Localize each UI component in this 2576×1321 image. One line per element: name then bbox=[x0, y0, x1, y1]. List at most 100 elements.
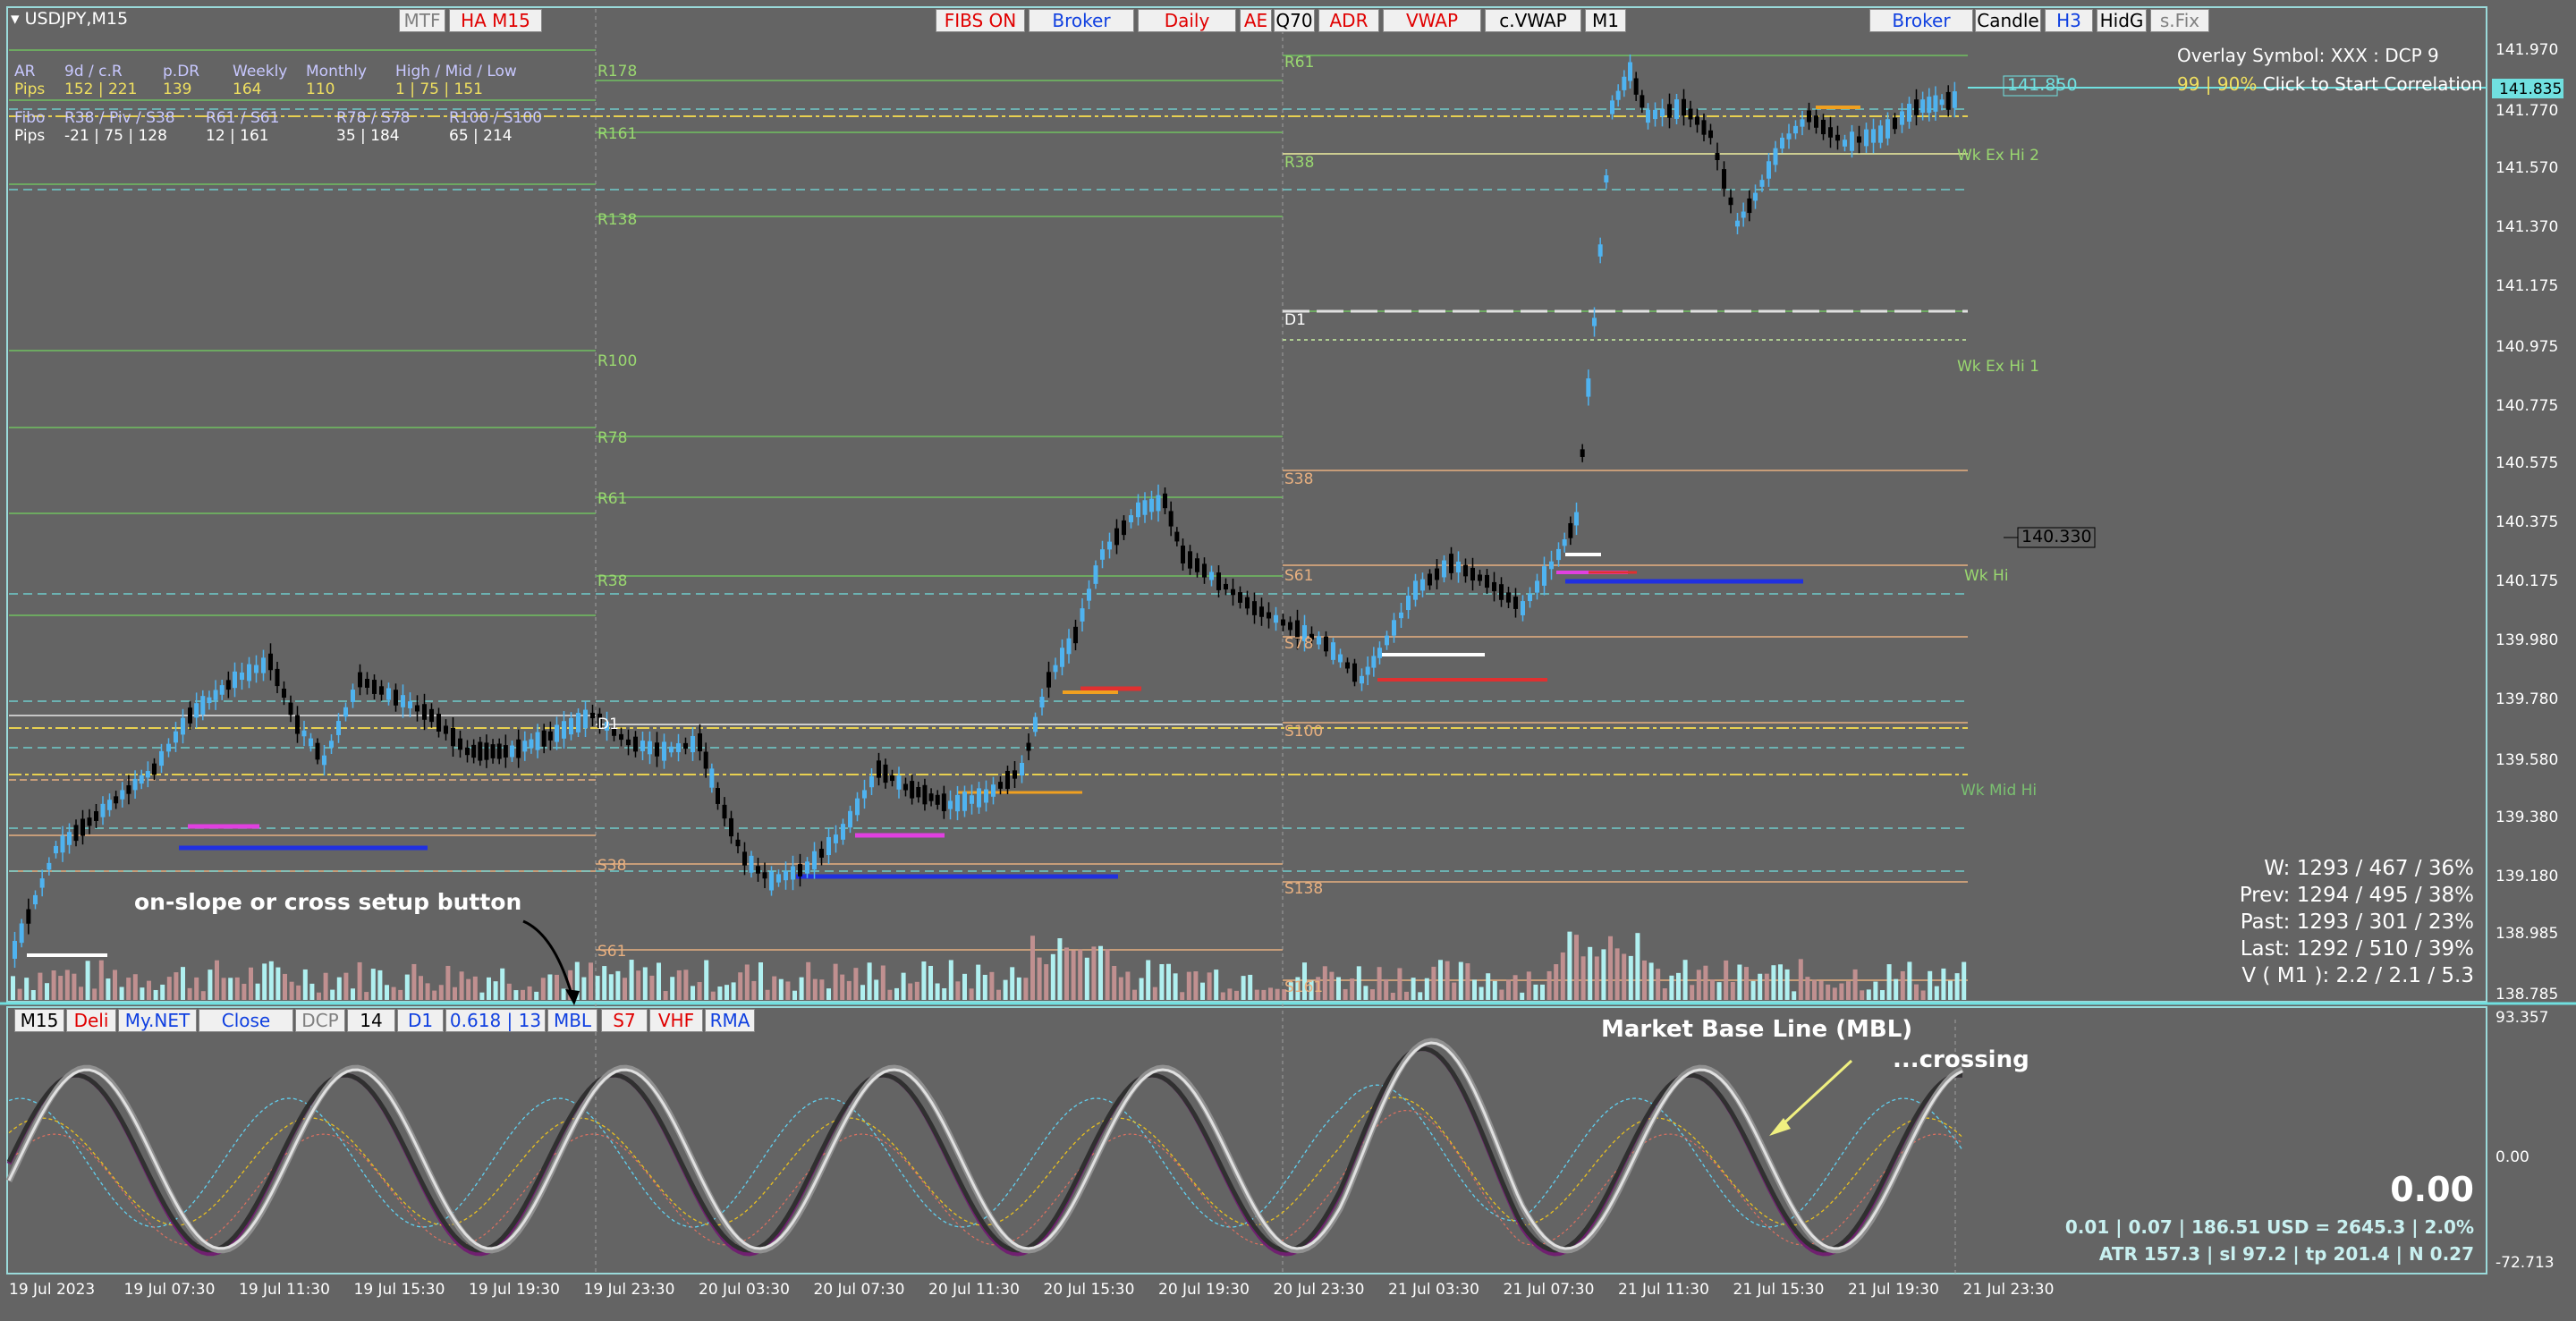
button-ae[interactable]: AE bbox=[1240, 9, 1272, 32]
volume-bar bbox=[955, 981, 961, 1000]
button-mtf[interactable]: MTF bbox=[399, 9, 445, 32]
correlation-link[interactable]: 99 | 90% Click to Start Correlation bbox=[2177, 73, 2483, 95]
button-candle[interactable]: Candle bbox=[1975, 9, 2041, 32]
candle-body bbox=[1195, 558, 1199, 572]
crossing-annotation: ...crossing bbox=[1893, 1046, 2029, 1073]
volume-bar bbox=[1112, 965, 1117, 1000]
candle-body bbox=[1513, 597, 1518, 609]
button-broker[interactable]: Broker bbox=[1869, 9, 1973, 32]
candle-body bbox=[219, 685, 225, 695]
volume-bar bbox=[942, 987, 947, 1000]
candle-body bbox=[529, 739, 534, 749]
fib-level-label: S100 bbox=[1284, 723, 1324, 741]
button-adr[interactable]: ADR bbox=[1318, 9, 1379, 32]
button-my-net[interactable]: My.NET bbox=[118, 1009, 197, 1032]
button-c-vwap[interactable]: c.VWAP bbox=[1485, 9, 1581, 32]
candle-body bbox=[1046, 672, 1051, 688]
button-fibs-on[interactable]: FIBS ON bbox=[936, 9, 1025, 32]
volume-bar bbox=[391, 987, 396, 1000]
button-h3[interactable]: H3 bbox=[2045, 9, 2093, 32]
volume-bar bbox=[45, 983, 49, 1000]
volume-bar bbox=[228, 978, 233, 1000]
volume-bar bbox=[908, 983, 913, 1000]
candle-body bbox=[436, 714, 441, 732]
button-hidg[interactable]: HidG bbox=[2097, 9, 2147, 32]
volume-bar bbox=[1846, 981, 1851, 1000]
volume-bar bbox=[1037, 957, 1042, 1000]
volume-bar bbox=[1139, 978, 1144, 1000]
button-dcp[interactable]: DCP bbox=[295, 1009, 345, 1032]
candle-body bbox=[458, 738, 462, 750]
collapse-icon[interactable]: ▾ bbox=[11, 9, 25, 29]
volume-bar bbox=[1098, 945, 1103, 1000]
volume-bar bbox=[479, 992, 485, 1000]
price-axis-label: 140.975 bbox=[2496, 338, 2559, 356]
candle-body bbox=[496, 743, 502, 759]
info-cell: 139 bbox=[163, 80, 192, 98]
button-s7[interactable]: S7 bbox=[601, 1009, 648, 1032]
candle-body bbox=[379, 686, 384, 695]
candle-body bbox=[1900, 111, 1904, 125]
volume-bar bbox=[1125, 971, 1131, 1000]
candle-body bbox=[1878, 125, 1883, 143]
candle-body bbox=[1722, 169, 1726, 189]
button-0-618-13[interactable]: 0.618 | 13 bbox=[445, 1009, 546, 1032]
button-broker[interactable]: Broker bbox=[1029, 9, 1134, 32]
button-q70[interactable]: Q70 bbox=[1274, 9, 1315, 32]
volume-bar bbox=[438, 985, 444, 1000]
button-daily[interactable]: Daily bbox=[1138, 9, 1236, 32]
volume-bar bbox=[1091, 946, 1097, 1000]
volume-bar bbox=[1146, 960, 1151, 1000]
button-ha-m15[interactable]: HA M15 bbox=[449, 9, 542, 32]
button-vhf[interactable]: VHF bbox=[649, 1009, 703, 1032]
volume-bar bbox=[140, 987, 145, 1000]
volume-bar bbox=[860, 985, 865, 1000]
volume-bar bbox=[561, 988, 566, 1000]
button-s-fix[interactable]: s.Fix bbox=[2150, 9, 2209, 32]
volume-bar bbox=[1207, 972, 1212, 1000]
volume-bar bbox=[1608, 936, 1613, 1000]
volume-bar bbox=[398, 989, 403, 1000]
volume-bar bbox=[1384, 978, 1389, 1000]
candle-body bbox=[877, 760, 881, 778]
candle-body bbox=[365, 679, 369, 688]
volume-bar bbox=[683, 970, 689, 1000]
candle-body bbox=[841, 824, 845, 840]
button-vwap[interactable]: VWAP bbox=[1383, 9, 1481, 32]
candle-body bbox=[703, 751, 708, 769]
time-axis-label: 20 Jul 11:30 bbox=[928, 1281, 1020, 1299]
button-m15[interactable]: M15 bbox=[14, 1009, 64, 1032]
candle-body bbox=[490, 744, 496, 758]
candle-body bbox=[268, 653, 273, 671]
volume-bar bbox=[1914, 984, 1919, 1000]
volume-bar bbox=[826, 988, 831, 1000]
volume-bar bbox=[357, 961, 362, 1000]
volume-bar bbox=[1812, 979, 1817, 1000]
time-axis-label: 21 Jul 23:30 bbox=[1962, 1281, 2055, 1299]
candle-body bbox=[1653, 109, 1657, 120]
button-mbl[interactable]: MBL bbox=[547, 1009, 597, 1032]
candle-body bbox=[1562, 538, 1567, 546]
volume-bar bbox=[914, 981, 919, 1000]
time-axis-label: 19 Jul 15:30 bbox=[353, 1281, 445, 1299]
button-close[interactable]: Close bbox=[199, 1009, 293, 1032]
button-14[interactable]: 14 bbox=[347, 1009, 395, 1032]
candle-body bbox=[1181, 546, 1185, 563]
button-d1[interactable]: D1 bbox=[397, 1009, 444, 1032]
marker-price-tag: 140.330 bbox=[2021, 527, 2092, 546]
button-m1[interactable]: M1 bbox=[1585, 9, 1626, 32]
volume-bar bbox=[1941, 968, 1946, 1000]
volume-bar bbox=[92, 988, 97, 1000]
button-deli[interactable]: Deli bbox=[66, 1009, 116, 1032]
button-rma[interactable]: RMA bbox=[705, 1009, 755, 1032]
volume-bar bbox=[1064, 947, 1069, 1000]
volume-bar bbox=[623, 978, 627, 1000]
candle-body bbox=[1420, 579, 1425, 591]
candle-body bbox=[1786, 133, 1792, 140]
volume-bar bbox=[880, 965, 886, 1000]
candle-body bbox=[791, 866, 795, 880]
fib-level-label: D1 bbox=[597, 716, 619, 733]
volume-bar bbox=[166, 977, 172, 1000]
oscillator-line bbox=[7, 1041, 1963, 1250]
